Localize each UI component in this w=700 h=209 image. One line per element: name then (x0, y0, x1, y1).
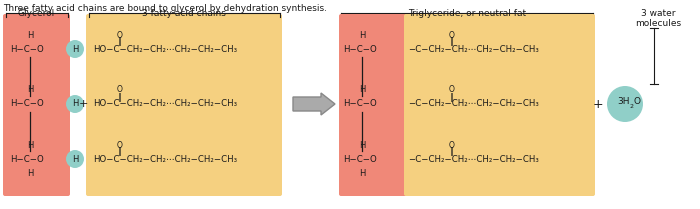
Text: H−C−O: H−C−O (343, 154, 377, 163)
Circle shape (66, 40, 84, 58)
Circle shape (66, 95, 84, 113)
Text: H−C−O: H−C−O (10, 45, 43, 54)
Text: O: O (117, 31, 123, 40)
Text: 3 fatty acid chains: 3 fatty acid chains (142, 9, 226, 18)
Text: H: H (359, 85, 365, 94)
FancyBboxPatch shape (404, 14, 595, 196)
Text: ‖: ‖ (450, 37, 454, 46)
Text: H: H (27, 31, 33, 40)
Text: H: H (359, 31, 365, 40)
Text: +: + (78, 99, 88, 109)
Text: Three fatty acid chains are bound to glycerol by dehydration synthesis.: Three fatty acid chains are bound to gly… (3, 4, 327, 13)
Text: O: O (449, 140, 455, 149)
Text: 3 water
molecules: 3 water molecules (635, 9, 681, 28)
Circle shape (66, 150, 84, 168)
Text: ‖: ‖ (450, 93, 454, 102)
Text: −C−CH₂−CH₂⋯CH₂−CH₂−CH₃: −C−CH₂−CH₂⋯CH₂−CH₂−CH₃ (408, 99, 539, 108)
Text: O: O (449, 85, 455, 94)
Text: −C−CH₂−CH₂⋯CH₂−CH₂−CH₃: −C−CH₂−CH₂⋯CH₂−CH₂−CH₃ (408, 45, 539, 54)
Text: H−C−O: H−C−O (343, 99, 377, 108)
FancyBboxPatch shape (86, 14, 282, 196)
Text: 3H: 3H (617, 97, 629, 106)
Text: H: H (72, 154, 78, 163)
Text: H: H (359, 168, 365, 177)
Text: O: O (117, 85, 123, 94)
Text: H: H (27, 140, 33, 149)
Text: HO−C−CH₂−CH₂⋯CH₂−CH₂−CH₃: HO−C−CH₂−CH₂⋯CH₂−CH₂−CH₃ (93, 99, 237, 108)
Text: HO−C−CH₂−CH₂⋯CH₂−CH₂−CH₃: HO−C−CH₂−CH₂⋯CH₂−CH₂−CH₃ (93, 154, 237, 163)
Text: ‖: ‖ (118, 37, 122, 46)
Text: Triglyceride, or neutral fat: Triglyceride, or neutral fat (408, 9, 526, 18)
Text: Glycerol: Glycerol (18, 9, 55, 18)
Text: H: H (72, 99, 78, 108)
Text: −C−CH₂−CH₂⋯CH₂−CH₂−CH₃: −C−CH₂−CH₂⋯CH₂−CH₂−CH₃ (408, 154, 539, 163)
Text: 2: 2 (629, 103, 633, 108)
Circle shape (607, 86, 643, 122)
Text: H−C−O: H−C−O (10, 154, 43, 163)
Text: H−C−O: H−C−O (10, 99, 43, 108)
Text: HO−C−CH₂−CH₂⋯CH₂−CH₂−CH₃: HO−C−CH₂−CH₂⋯CH₂−CH₂−CH₃ (93, 45, 237, 54)
Text: +: + (593, 98, 603, 111)
Text: H: H (72, 45, 78, 54)
Text: H: H (27, 168, 33, 177)
Text: H−C−O: H−C−O (343, 45, 377, 54)
Text: H: H (359, 140, 365, 149)
FancyArrow shape (293, 93, 335, 115)
Text: ‖: ‖ (118, 93, 122, 102)
Text: O: O (634, 97, 641, 106)
Text: O: O (117, 140, 123, 149)
Text: ‖: ‖ (118, 148, 122, 157)
Text: H: H (27, 85, 33, 94)
Text: ‖: ‖ (450, 148, 454, 157)
Text: O: O (449, 31, 455, 40)
FancyBboxPatch shape (339, 14, 408, 196)
FancyBboxPatch shape (3, 14, 70, 196)
